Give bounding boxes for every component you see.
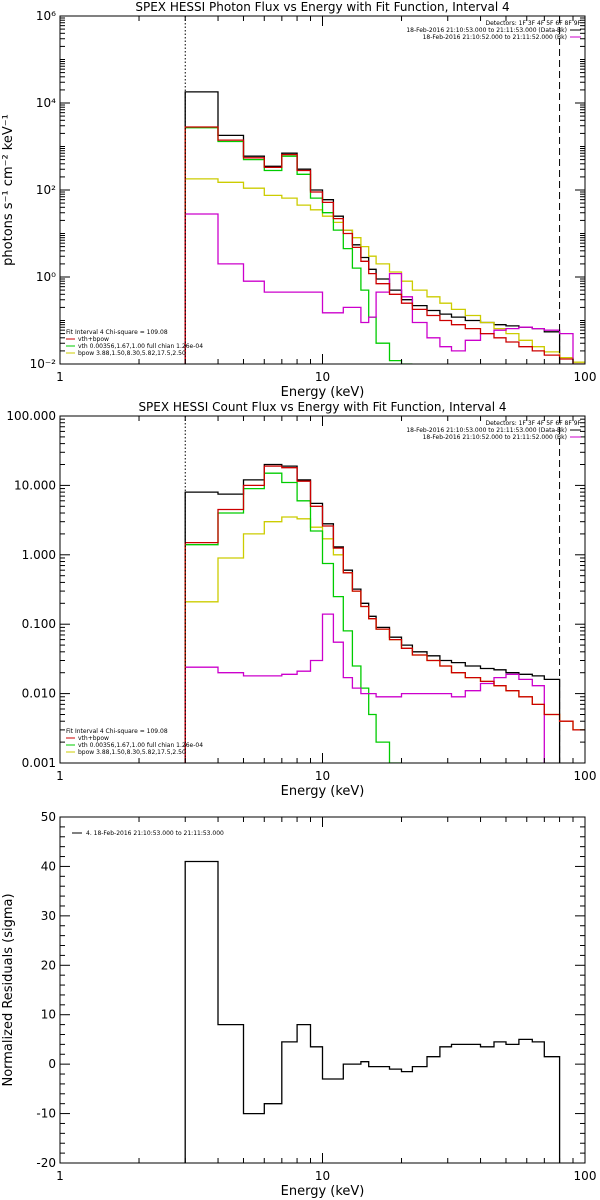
y-tick-label: 20	[41, 958, 56, 972]
fit-legend-entry: vth 0.00356,1.67,1.00 full chian 1.26e-0…	[78, 742, 203, 749]
y-tick-label: 10⁻²	[30, 357, 57, 371]
y-ticks	[60, 816, 585, 1164]
x-tick-label: 100	[574, 370, 597, 384]
x-tick-label: 1	[56, 370, 64, 384]
x-axis-label: Energy (keV)	[281, 784, 365, 799]
panel-1: SPEX HESSI Photon Flux vs Energy with Fi…	[1, 0, 596, 400]
series-group	[184, 860, 561, 1163]
series-data	[184, 463, 561, 763]
series-data	[184, 860, 561, 1163]
fit-legend-entry: bpow 3.88,1.50,8.30,5.82,17.5,2.50	[78, 350, 186, 357]
x-tick-label: 1	[56, 1169, 64, 1183]
y-tick-label: 10⁶	[36, 9, 56, 23]
y-tick-label: 10⁰	[36, 270, 56, 284]
series-background	[184, 613, 545, 763]
series-bpow	[184, 516, 585, 763]
y-tick-label: 10²	[36, 183, 56, 197]
legend: 4. 18-Feb-2016 21:10:53.000 to 21:11:53.…	[72, 830, 224, 837]
x-tick-label: 1	[56, 769, 64, 783]
panel-2: SPEX HESSI Count Flux vs Energy with Fit…	[6, 400, 596, 799]
series-group	[184, 91, 585, 364]
chart-title: SPEX HESSI Photon Flux vs Energy with Fi…	[135, 0, 509, 14]
plot-frame	[59, 816, 586, 1164]
legend-entry: Detectors: 1F 3F 4F 5F 6F 8F 9F	[485, 420, 581, 427]
y-axis-label: Normalized Residuals (sigma)	[1, 893, 16, 1086]
series-total	[184, 126, 585, 364]
y-ticks	[60, 17, 585, 365]
fit-legend-entry: vth+bpow	[78, 735, 109, 742]
legend-entry: Detectors: 1F 3F 4F 5F 6F 8F 9F	[485, 20, 581, 27]
x-ticks	[59, 16, 586, 364]
y-ticks	[60, 418, 585, 764]
y-tick-label: 0.010	[22, 687, 56, 701]
x-ticks	[59, 416, 586, 763]
fit-legend-entry: bpow 3.88,1.50,8.30,5.82,17.5,2.50	[78, 749, 186, 756]
y-tick-label: -10	[36, 1107, 56, 1121]
series-bpow	[184, 178, 585, 364]
series-total	[184, 465, 585, 763]
x-tick-label: 100	[574, 769, 597, 783]
legend: Detectors: 1F 3F 4F 5F 6F 8F 9F18-Feb-20…	[66, 420, 582, 756]
y-tick-label: 50	[41, 810, 56, 824]
legend-entry: 18-Feb-2016 21:10:53.000 to 21:11:53.000…	[406, 27, 567, 34]
y-axis-label: photons s⁻¹ cm⁻² keV⁻¹	[1, 114, 16, 266]
panel-3: 1 10 100 Energy (keV) -20 -10 0 10 20 30 40 50 Norma…	[1, 810, 596, 1199]
x-ticks	[59, 817, 586, 1163]
series-group	[184, 463, 585, 763]
y-tick-label: 30	[41, 909, 56, 923]
y-tick-label: 100.000	[6, 409, 56, 423]
legend-entry: 18-Feb-2016 21:10:52.000 to 21:11:52.000…	[423, 34, 567, 41]
y-tick-label: 1.000	[22, 548, 56, 562]
y-tick-label: 40	[41, 859, 56, 873]
plot-frame	[59, 415, 586, 764]
fit-header: Fit Interval 4 Chi-square = 109.08	[66, 728, 168, 735]
y-tick-label: 10	[41, 1008, 56, 1022]
y-tick-label: 0.001	[22, 756, 56, 770]
x-axis-label: Energy (keV)	[281, 385, 365, 400]
x-tick-label: 10	[315, 769, 330, 783]
y-tick-label: -20	[36, 1156, 56, 1170]
x-tick-label: 10	[315, 370, 330, 384]
y-tick-label: 0.100	[22, 617, 56, 631]
x-tick-label: 100	[574, 1169, 597, 1183]
x-tick-label: 10	[315, 1169, 330, 1183]
y-tick-label: 10⁴	[36, 96, 56, 110]
legend-entry: 4. 18-Feb-2016 21:10:53.000 to 21:11:53.…	[86, 830, 224, 837]
chart-title: SPEX HESSI Count Flux vs Energy with Fit…	[138, 400, 506, 414]
legend: Detectors: 1F 3F 4F 5F 6F 8F 9F18-Feb-20…	[66, 20, 582, 357]
x-axis-label: Energy (keV)	[281, 1184, 365, 1199]
y-tick-label: 0	[48, 1057, 56, 1071]
legend-entry: 18-Feb-2016 21:10:53.000 to 21:11:53.000…	[406, 427, 567, 434]
fit-header: Fit Interval 4 Chi-square = 109.08	[66, 329, 168, 336]
series-data	[184, 91, 561, 364]
legend-entry: 18-Feb-2016 21:10:52.000 to 21:11:52.000…	[423, 434, 567, 441]
series-vth	[184, 127, 413, 364]
y-tick-label: 10.000	[14, 478, 56, 492]
fit-legend-entry: vth 0.00356,1.67,1.00 full chian 1.26e-0…	[78, 343, 203, 350]
fit-legend-entry: vth+bpow	[78, 336, 109, 343]
